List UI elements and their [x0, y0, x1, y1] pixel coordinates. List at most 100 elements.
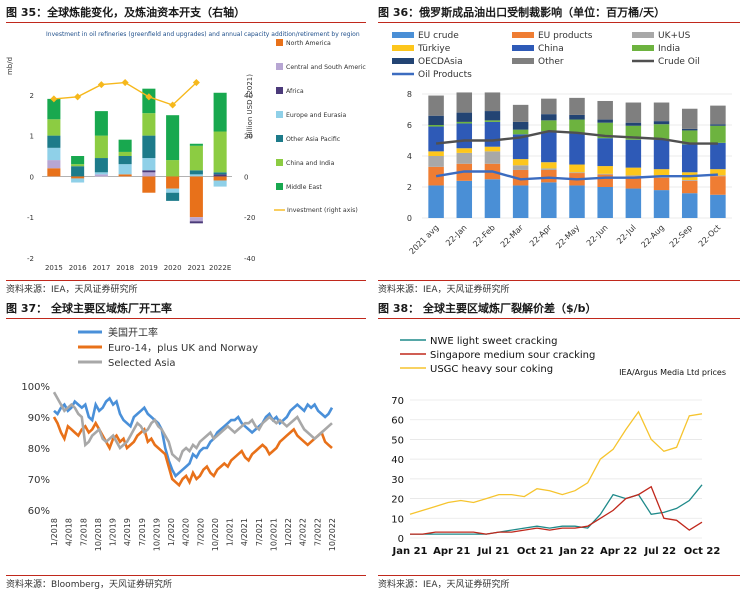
chart-36-source-rule [378, 280, 740, 281]
chart-36-bar [569, 172, 585, 174]
chart-36-bar [456, 92, 473, 113]
chart-35-bar [47, 98, 61, 120]
chart-36-bar [456, 148, 473, 153]
chart-36-legend-swatch [512, 45, 534, 51]
chart-35-bar [189, 221, 203, 224]
chart-35-ytick: -2 [27, 255, 34, 263]
chart-37-title: 图 37： 全球主要区域炼厂开工率 [6, 302, 172, 315]
chart-35-bar [118, 174, 132, 177]
chart-35-xtick: 2020 [164, 264, 182, 272]
chart-36-legend-label: EU crude [418, 31, 459, 41]
chart-36-bar [569, 164, 585, 173]
chart-36-bar [484, 120, 501, 122]
chart-35-legend-label: Other Asia Pacific [286, 136, 341, 143]
chart-35-ytick: -1 [27, 214, 34, 222]
chart-36-bar [569, 185, 585, 218]
chart-37-xtick: 1/2022 [284, 518, 293, 546]
chart-36-bar [653, 121, 670, 125]
chart-35-bar [71, 156, 85, 165]
chart-36-bar [597, 138, 613, 167]
chart-36-line [435, 170, 718, 181]
chart-36-bar [428, 115, 444, 125]
chart-36-bar [512, 165, 529, 170]
chart-35-bar [118, 139, 132, 152]
chart-35-bar [213, 174, 227, 177]
chart-37-ytick: 70% [28, 475, 50, 486]
chart-37-xtick: 4/2021 [240, 518, 249, 546]
chart-35-source-rule [6, 280, 366, 281]
chart-38-xtick: Jan 21 [392, 546, 428, 557]
chart-36-bar [428, 151, 444, 156]
chart-37-xtick: 4/2020 [182, 518, 191, 546]
chart-36-bar [428, 126, 444, 152]
chart-36-bar [681, 128, 698, 131]
panel-chart-38: 图 38： 全球主要区域炼厂裂解价差（$/b） NWE light sweet … [378, 300, 740, 592]
chart-36-bar [541, 120, 557, 132]
chart-36-bar [569, 114, 585, 120]
chart-36-bar [625, 102, 642, 123]
chart-38-line [409, 410, 703, 515]
chart-36-title: 图 36：俄罗斯成品油出口受制裁影响（单位：百万桶/天） [378, 6, 666, 19]
chart-38-line [410, 484, 703, 535]
chart-35-legend-swatch [276, 183, 283, 190]
chart-37-title-rule [6, 318, 366, 319]
chart-36-bar [710, 194, 726, 218]
chart-38-ytick: 0 [398, 534, 404, 545]
chart-36-bar [456, 121, 473, 124]
chart-36-bar [681, 180, 698, 194]
chart-36-bar [625, 139, 642, 168]
chart-36-bar [597, 119, 613, 123]
chart-36-bar [541, 169, 557, 183]
chart-37-xtick: 7/2018 [79, 518, 88, 546]
chart-35-bar [213, 176, 227, 181]
chart-38-note: IEA/Argus Media Ltd prices [619, 368, 726, 377]
chart-38-ytick: 50 [391, 435, 404, 446]
chart-36-bar [597, 100, 613, 120]
chart-35-legend-label: Central and South America [286, 64, 366, 71]
chart-36-bar [484, 111, 501, 121]
chart-38-source: 资料来源：IEA，天风证券研究所 [378, 580, 510, 590]
chart-38-xtick: Apr 22 [600, 546, 637, 557]
chart-36-bar [681, 180, 698, 181]
chart-38-legend-label: USGC heavy sour coking [430, 364, 553, 375]
chart-37-xtick: 10/2021 [269, 518, 278, 551]
chart-35-legend-label: North America [286, 40, 331, 47]
chart-36-bar [541, 114, 557, 121]
chart-35-title-rule [6, 22, 366, 23]
chart-38-ytick: 40 [391, 455, 404, 466]
chart-36-legend-swatch [392, 32, 414, 38]
chart-36-bar [512, 121, 529, 130]
chart-36-bar [428, 125, 444, 127]
chart-37-xtick: 10/2022 [328, 518, 337, 551]
chart-35-bar [71, 176, 85, 179]
chart-35-xtick: 2019 [140, 264, 158, 272]
chart-35-source: 资料来源：IEA，天风证券研究所 [6, 285, 138, 295]
chart-36-bar [569, 133, 585, 165]
chart-35-bar [189, 145, 203, 171]
chart-36-bar [681, 130, 698, 145]
chart-35-bar [189, 170, 203, 175]
chart-36-bar [512, 185, 529, 218]
chart-37-ytick: 90% [28, 413, 50, 424]
chart-36-xtick: 22-Sep [668, 223, 694, 249]
chart-38-ytick: 60 [391, 416, 404, 427]
chart-36-bar [428, 185, 444, 218]
chart-35-bar [94, 172, 108, 175]
chart-36-bar [512, 159, 529, 166]
chart-37-xtick: 1/2020 [167, 518, 176, 546]
chart-36-bar [456, 112, 473, 122]
chart-36-ytick: 4 [407, 152, 412, 161]
chart-36-title-rule [378, 22, 740, 23]
chart-35-legend-swatch [276, 87, 283, 94]
chart-35-xtick: 2018 [116, 264, 134, 272]
chart-38-xtick: Apr 21 [433, 546, 470, 557]
chart-36-legend-swatch [632, 45, 654, 51]
chart-35-ytick: 2 [30, 92, 34, 100]
chart-36-xtick: 2021 avg [408, 223, 441, 256]
chart-36-bar [653, 177, 670, 191]
chart-35-investment-point [74, 93, 82, 101]
chart-35-bar [47, 168, 61, 177]
chart-35-y2tick: -20 [244, 214, 255, 222]
chart-36-bar [653, 124, 670, 140]
chart-36-legend-label: UK+US [658, 31, 691, 41]
